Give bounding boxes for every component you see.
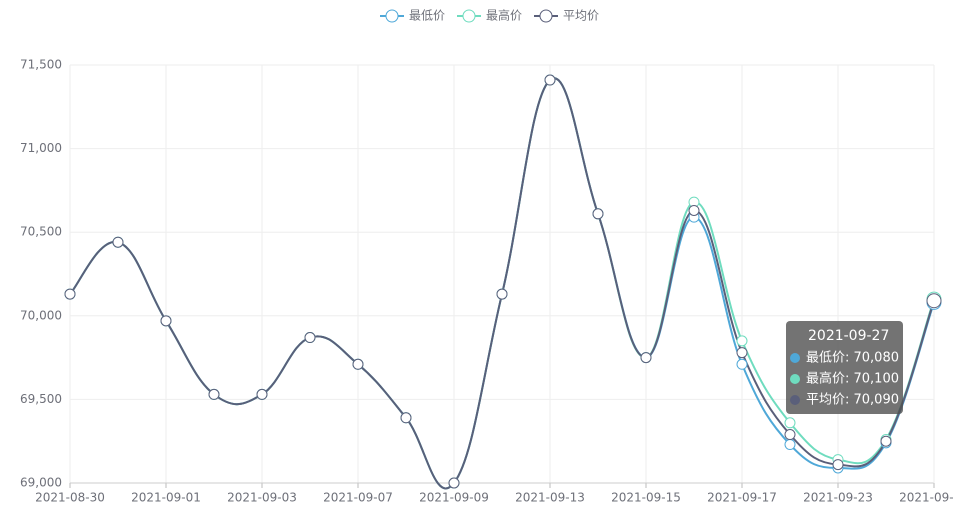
tooltip-title: 2021-09-27 [808, 328, 889, 344]
x-tick-label: 2021-09-09 [419, 491, 489, 505]
tooltip-item: 最低价: 70,080 [806, 351, 899, 366]
legend-icon [462, 9, 476, 23]
y-tick-label: 71,000 [20, 141, 62, 155]
y-tick-label: 69,000 [20, 476, 62, 490]
legend-icon [385, 9, 399, 23]
tooltip-dot [790, 395, 800, 405]
point [400, 412, 412, 424]
point [256, 388, 268, 400]
legend-label: 平均价 [563, 9, 599, 23]
tooltip: 2021-09-27 最低价: 70,080 最高价: 70,100 平均价: 70,… [786, 321, 903, 414]
tooltip-dot [790, 374, 800, 384]
x-tick-label: 2021-09-13 [515, 491, 585, 505]
point [736, 358, 748, 370]
point [640, 352, 652, 364]
point [304, 332, 316, 344]
point [448, 477, 460, 489]
legend-item[interactable]: 最低价 [380, 9, 445, 23]
y-tick-label: 70,500 [20, 225, 62, 239]
point [784, 429, 796, 441]
tooltip-item: 平均价: 70,090 [806, 393, 899, 408]
x-tick-label: 2021-09-01 [131, 491, 201, 505]
point [784, 439, 796, 451]
x-tick-label: 2021-09-27 [899, 491, 954, 505]
legend-icon [539, 9, 553, 23]
point [592, 208, 604, 220]
tooltip-box [786, 321, 903, 414]
y-tick-label: 70,000 [20, 308, 62, 322]
point [736, 347, 748, 359]
y-tick-label: 71,500 [20, 58, 62, 72]
y-tick-label: 69,500 [20, 392, 62, 406]
point [496, 288, 508, 300]
x-tick-label: 2021-09-03 [227, 491, 297, 505]
point [112, 236, 124, 248]
point [160, 315, 172, 327]
legend-item[interactable]: 平均价 [534, 9, 599, 23]
tooltip-dot [790, 353, 800, 363]
point [64, 288, 76, 300]
point [352, 358, 364, 370]
point [926, 293, 942, 309]
legend-label: 最低价 [409, 9, 445, 23]
x-tick-label: 2021-09-23 [803, 491, 873, 505]
point [208, 388, 220, 400]
point [688, 204, 700, 216]
tooltip-item: 最高价: 70,100 [806, 371, 899, 387]
series-line [69, 77, 935, 490]
x-tick-label: 2021-09-17 [707, 491, 777, 505]
x-tick-label: 2021-09-07 [323, 491, 393, 505]
x-tick-label: 2021-08-30 [35, 491, 105, 505]
series-line [69, 77, 935, 490]
point [736, 335, 748, 347]
x-tick-label: 2021-09-15 [611, 491, 681, 505]
point [544, 74, 556, 86]
point [784, 417, 796, 429]
point [832, 459, 844, 471]
legend-item[interactable]: 最高价 [457, 8, 522, 23]
legend-label: 最高价 [486, 8, 522, 23]
series-line [69, 77, 935, 490]
point [880, 435, 892, 447]
